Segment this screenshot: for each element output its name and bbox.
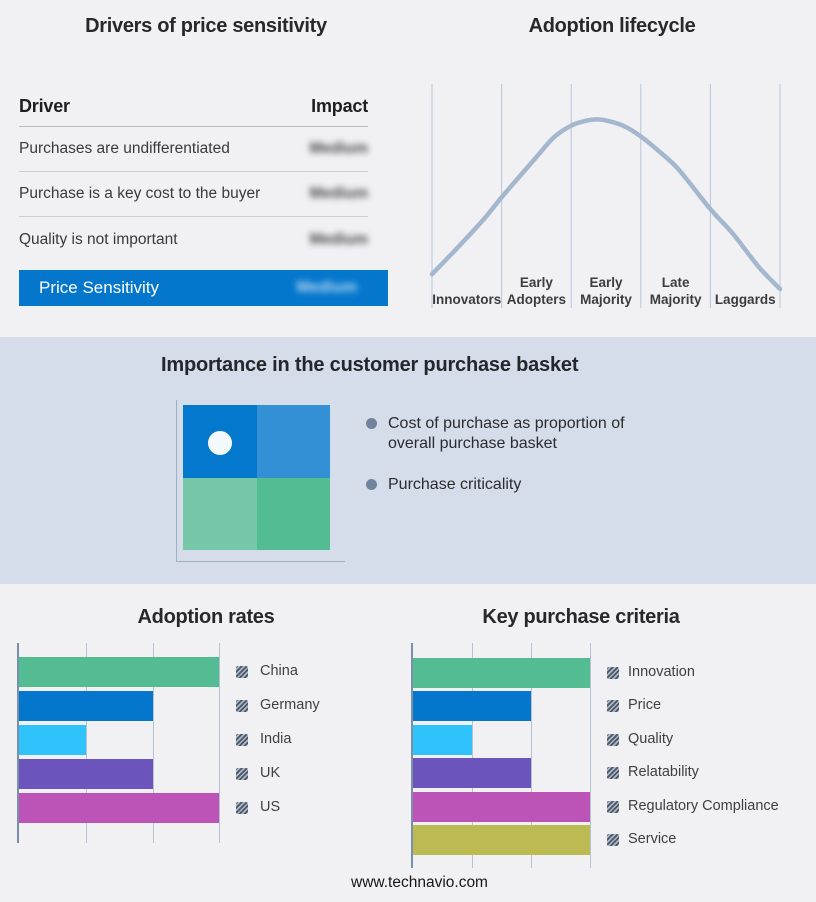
legend-label: Quality: [628, 730, 674, 747]
legend-label: Regulatory Compliance: [628, 797, 779, 814]
bullet-text: Cost of purchase as proportion of overal…: [388, 415, 625, 452]
bar-india: [19, 725, 86, 755]
legend-swatch-icon: [607, 700, 619, 713]
bullet-item: Purchase criticality: [366, 475, 638, 495]
quadrant-bottom-right: [256, 477, 330, 550]
footer-url: www.technavio.com: [351, 874, 488, 891]
chart-grid-line: [531, 643, 532, 868]
impact-column-header: Impact: [311, 96, 368, 116]
bar-relatability: [413, 758, 531, 789]
chart-y-axis: [411, 643, 413, 868]
quadrant-marker-dot: [208, 431, 232, 455]
legend-swatch-icon: [236, 666, 248, 678]
lifecycle-stage-label: Early: [589, 275, 623, 290]
price-sensitivity-label: Price Sensitivity: [39, 278, 159, 297]
legend-label: Innovation: [628, 664, 695, 680]
bar-innovation: [413, 658, 590, 688]
legend-label: Relatability: [628, 764, 699, 781]
lifecycle-stage-label: Late: [662, 275, 690, 290]
adoption-rates-title: Adoption rates: [137, 606, 275, 628]
price-sensitivity-impact-blurred: Medium: [296, 279, 357, 296]
legend-swatch-icon: [607, 767, 619, 780]
legend-swatch-icon: [607, 733, 619, 746]
chart-grid-line: [85, 643, 87, 843]
adoption-lifecycle-chart: Innovators Early Adopters Early Majority Late…: [429, 84, 783, 308]
legend-label: Service: [628, 831, 677, 847]
driver-cell: Purchases are undifferentiated: [19, 140, 230, 157]
quadrant-top-right: [256, 405, 330, 478]
quadrant-x-axis: [176, 561, 345, 562]
lifecycle-stage-label: Early: [520, 275, 554, 290]
drivers-table-rows: Purchases are undifferentiated Medium Purc…: [19, 127, 368, 262]
drivers-panel-title: Drivers of price sensitivity: [85, 15, 327, 37]
bullet-dot-icon: [366, 418, 377, 429]
impact-cell-blurred: Medium: [309, 230, 368, 248]
purchase-basket-title: Importance in the customer purchase bask…: [161, 354, 579, 376]
lifecycle-bell-curve: [429, 117, 783, 292]
bar-price: [413, 691, 531, 722]
legend-swatch-icon: [607, 800, 619, 813]
legend-label: Price: [628, 697, 662, 714]
bar-us: [19, 793, 220, 823]
legend-label: UK: [260, 765, 281, 781]
lifecycle-stage-label: Majority: [650, 292, 702, 307]
bullet-item: Cost of purchase as proportion of overal…: [366, 414, 638, 453]
chart-grid-line: [472, 643, 473, 868]
driver-column-header: Driver: [19, 96, 70, 116]
chart-grid-line: [219, 643, 221, 843]
legend-swatch-icon: [236, 768, 248, 780]
legend-label: Germany: [260, 697, 320, 713]
bar-quality: [413, 724, 472, 755]
legend-label: US: [260, 799, 281, 815]
quadrant-y-axis: [176, 400, 177, 562]
purchase-basket-bullets: Cost of purchase as proportion of overal…: [366, 414, 638, 517]
legend-label: China: [260, 663, 298, 679]
legend-swatch-icon: [236, 700, 248, 712]
legend-swatch-icon: [607, 834, 619, 846]
chart-y-axis: [17, 643, 19, 843]
bar-service: [413, 825, 590, 855]
bullet-dot-icon: [366, 479, 377, 490]
lifecycle-stage-label: Laggards: [715, 292, 776, 307]
lifecycle-stage-label: Adopters: [507, 292, 566, 307]
lifecycle-panel-title: Adoption lifecycle: [528, 15, 696, 37]
driver-row: Purchase is a key cost to the buyer Mediu…: [19, 172, 368, 217]
legend-swatch-icon: [607, 667, 619, 679]
bar-china: [19, 657, 220, 687]
driver-row: Purchases are undifferentiated Medium: [19, 127, 368, 172]
quadrant-bottom-left: [183, 477, 257, 550]
bar-germany: [19, 691, 153, 721]
driver-cell: Purchase is a key cost to the buyer: [19, 185, 261, 202]
key-purchase-criteria-title: Key purchase criteria: [482, 606, 680, 628]
legend-label: India: [260, 731, 292, 747]
impact-cell-blurred: Medium: [309, 140, 368, 157]
purchase-basket-band: [0, 337, 816, 584]
legend-swatch-icon: [236, 802, 248, 814]
driver-cell: Quality is not important: [19, 230, 178, 248]
driver-row: Quality is not important Medium: [19, 217, 368, 262]
chart-grid-line: [152, 643, 154, 843]
lifecycle-stage-label: Majority: [580, 292, 632, 307]
lifecycle-stage-label: Innovators: [432, 292, 501, 307]
bar-regulatory-compliance: [413, 791, 590, 822]
drivers-table: Driver Impact Purchases are undifferenti…: [19, 92, 368, 262]
legend-swatch-icon: [236, 734, 248, 746]
bullet-text: Purchase criticality: [388, 476, 522, 493]
purchase-basket-quadrant: [183, 405, 330, 550]
drivers-table-header: Driver Impact: [19, 92, 368, 127]
impact-cell-blurred: Medium: [309, 185, 368, 202]
chart-grid-line: [590, 643, 591, 868]
price-sensitivity-highlight-row: Price Sensitivity Medium: [19, 270, 388, 306]
bar-uk: [19, 759, 153, 789]
